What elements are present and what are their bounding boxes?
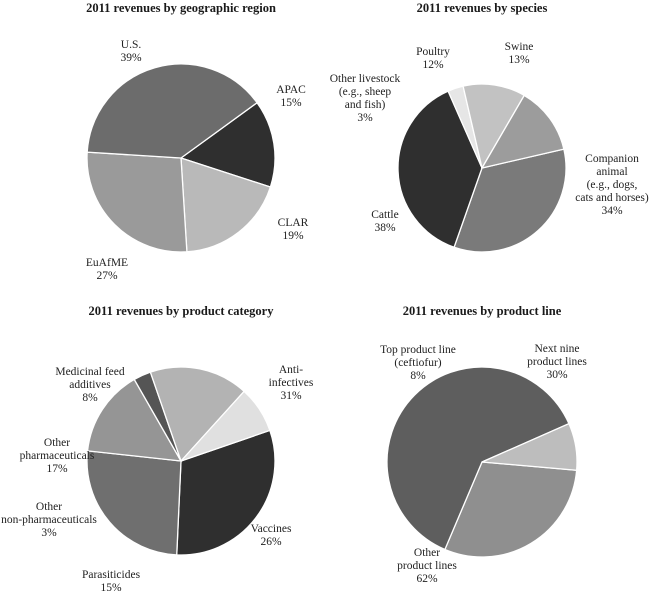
slice-name-label: cats and horses) bbox=[575, 192, 649, 204]
slice-name-label: product lines bbox=[527, 356, 587, 368]
slice-name-label: CLAR bbox=[278, 217, 309, 229]
slice-value-label: 17% bbox=[46, 463, 68, 475]
slice-name-label: animal bbox=[596, 166, 627, 178]
slice-label: Companion animal (e.g., dogs, cats and hors… bbox=[575, 153, 649, 217]
slice-name-label: Parasiticides bbox=[82, 569, 141, 581]
slice-value-label: 34% bbox=[601, 205, 623, 217]
chart-title: 2011 revenues by geographic region bbox=[86, 1, 276, 15]
pie-slice bbox=[180, 157, 272, 253]
slice-name-label: Top product line bbox=[380, 344, 456, 356]
slice-value-label: 19% bbox=[282, 230, 304, 242]
slice-value-label: 62% bbox=[416, 573, 438, 585]
pie-slices bbox=[86, 63, 276, 253]
slice-label: Swine 13% bbox=[505, 41, 534, 66]
slice-name-label: Other bbox=[44, 437, 70, 449]
chart-species: 2011 revenues by species Companion animal… bbox=[330, 1, 649, 253]
slice-name-label: Medicinal feed bbox=[55, 366, 125, 378]
slice-label: Other pharmaceuticals 17% bbox=[20, 437, 95, 475]
slice-label: Top product line (ceftiofur) 8% bbox=[380, 344, 456, 382]
pie-slice bbox=[444, 461, 578, 558]
slice-name-label: infectives bbox=[269, 377, 314, 389]
slice-name-label: Vaccines bbox=[251, 523, 292, 535]
pie-slice bbox=[86, 450, 182, 556]
slice-name-label: Other bbox=[414, 547, 440, 559]
slice-name-label: non-pharmaceuticals bbox=[1, 514, 97, 526]
pie-slice bbox=[149, 366, 246, 463]
pie-slice bbox=[462, 83, 526, 170]
slice-label: Poultry 12% bbox=[416, 46, 450, 71]
pie-slice bbox=[453, 148, 567, 253]
slice-value-label: 26% bbox=[260, 536, 282, 548]
slice-label: Anti-infectives 31% bbox=[269, 364, 314, 402]
pie-slice bbox=[86, 63, 258, 159]
pie-slices bbox=[386, 366, 578, 558]
slice-value-label: 15% bbox=[100, 582, 122, 594]
pie-slice bbox=[179, 101, 276, 188]
slice-name-label: Next nine bbox=[534, 343, 579, 355]
slice-value-label: 3% bbox=[41, 527, 57, 539]
slice-value-label: 13% bbox=[508, 54, 530, 66]
slice-label: Next nine product lines 30% bbox=[527, 343, 587, 381]
slice-name-label: additives bbox=[69, 379, 111, 391]
slice-name-label: U.S. bbox=[121, 39, 142, 51]
slice-name-label: Other bbox=[36, 501, 62, 513]
slice-name-label: pharmaceuticals bbox=[20, 450, 95, 462]
pie-slices bbox=[86, 366, 276, 556]
slice-value-label: 12% bbox=[422, 59, 444, 71]
slice-value-label: 30% bbox=[546, 369, 568, 381]
slice-name-label: EuAfME bbox=[86, 257, 128, 269]
slice-label: Vaccines 26% bbox=[251, 523, 292, 548]
pie-labels: Anti-infectives 31% Vaccines 26% Parasiticid… bbox=[1, 364, 314, 594]
slice-name-label: and fish) bbox=[345, 99, 386, 111]
chart-product-category: 2011 revenues by product category Anti-i… bbox=[1, 304, 314, 594]
pie-slice bbox=[481, 422, 578, 471]
chart-title: 2011 revenues by species bbox=[417, 1, 548, 15]
slice-value-label: 15% bbox=[280, 97, 302, 109]
chart-title: 2011 revenues by product line bbox=[403, 304, 562, 318]
chart-product-line: 2011 revenues by product line Next nine p… bbox=[380, 304, 587, 585]
slice-name-label: (e.g., dogs, bbox=[587, 179, 638, 191]
slice-name-label: Companion bbox=[585, 153, 639, 165]
chart-title: 2011 revenues by product category bbox=[89, 304, 275, 318]
slice-label: Other non-pharmaceuticals 3% bbox=[1, 501, 97, 539]
pie-slice bbox=[180, 390, 271, 462]
slice-label: APAC 15% bbox=[276, 84, 306, 109]
chart-geographic-region: 2011 revenues by geographic region APAC 1… bbox=[86, 1, 309, 282]
slice-label: U.S. 39% bbox=[120, 39, 142, 64]
slice-name-label: Other livestock bbox=[330, 73, 401, 85]
pie-slice bbox=[480, 94, 565, 169]
slice-value-label: 31% bbox=[280, 390, 302, 402]
slice-name-label: product lines bbox=[397, 560, 457, 572]
slice-value-label: 3% bbox=[357, 112, 373, 124]
slice-label: EuAfME 27% bbox=[86, 257, 128, 282]
slice-name-label: Cattle bbox=[371, 209, 398, 221]
pie-slices bbox=[397, 83, 567, 253]
slice-value-label: 27% bbox=[96, 270, 118, 282]
slice-name-label: APAC bbox=[276, 84, 306, 96]
slice-value-label: 8% bbox=[82, 392, 98, 404]
slice-value-label: 38% bbox=[374, 222, 396, 234]
slice-label: Parasiticides 15% bbox=[82, 569, 141, 594]
slice-name-label: (ceftiofur) bbox=[394, 357, 441, 369]
slice-label: Other product lines 62% bbox=[397, 547, 457, 585]
slice-name-label: (e.g., sheep bbox=[339, 86, 392, 98]
slice-label: Other livestock (e.g., sheep and fish) 3% bbox=[330, 73, 401, 124]
pie-slice bbox=[176, 429, 276, 556]
slice-name-label: Poultry bbox=[416, 46, 450, 58]
slice-name-label: Swine bbox=[505, 41, 534, 53]
slice-label: Medicinal feed additives 8% bbox=[55, 366, 125, 404]
pie-labels: Next nine product lines 30%Other product li… bbox=[380, 343, 587, 585]
slice-label: CLAR 19% bbox=[278, 217, 309, 242]
slice-name-label: Anti- bbox=[279, 364, 303, 376]
pie-slice bbox=[386, 366, 570, 551]
slice-label: Cattle 38% bbox=[371, 209, 398, 234]
slice-value-label: 8% bbox=[410, 370, 426, 382]
pie-slice bbox=[397, 90, 483, 249]
slice-value-label: 39% bbox=[120, 52, 142, 64]
pie-slice bbox=[86, 151, 188, 253]
pie-labels: APAC 15% CLAR 19% EuAfME 27% U.S. 39% bbox=[86, 39, 309, 282]
pie-slice bbox=[86, 378, 183, 462]
pie-labels: Companion animal (e.g., dogs, cats and hors… bbox=[330, 41, 649, 234]
